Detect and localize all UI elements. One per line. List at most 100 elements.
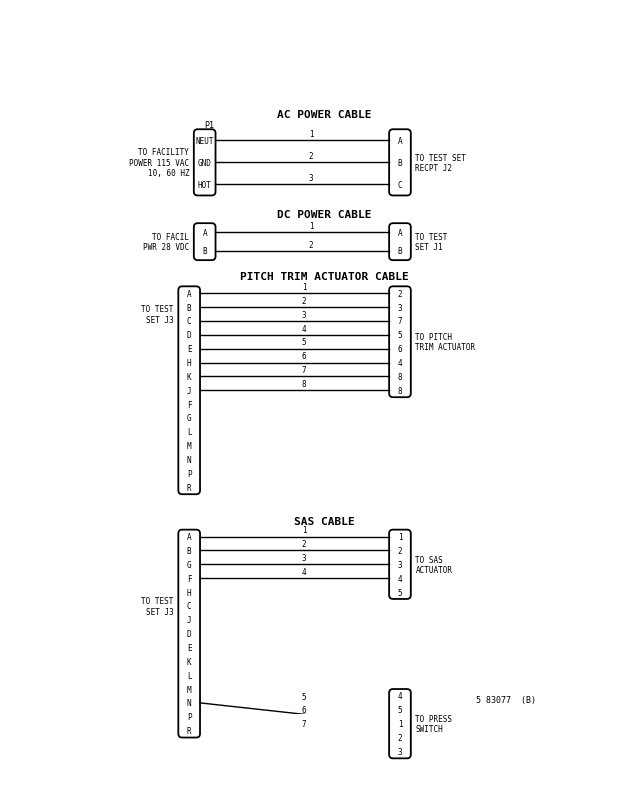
Text: B: B xyxy=(187,303,192,312)
Text: P: P xyxy=(187,469,192,478)
Text: C: C xyxy=(398,180,403,190)
Text: 3: 3 xyxy=(398,747,403,756)
Text: 2: 2 xyxy=(398,290,403,298)
Text: M: M xyxy=(187,442,192,451)
Text: 8: 8 xyxy=(302,379,306,388)
Text: 3: 3 xyxy=(309,174,313,183)
Text: 1: 1 xyxy=(302,525,306,535)
Text: AC POWER CABLE: AC POWER CABLE xyxy=(277,110,372,120)
Text: 7: 7 xyxy=(302,366,306,375)
Text: TO TEST
SET J1: TO TEST SET J1 xyxy=(415,233,448,252)
Text: G: G xyxy=(187,560,192,569)
FancyBboxPatch shape xyxy=(389,689,411,759)
Text: 4: 4 xyxy=(398,691,403,701)
Text: 8: 8 xyxy=(398,372,403,382)
Text: 4: 4 xyxy=(302,567,306,576)
Text: PITCH TRIM ACTUATOR CABLE: PITCH TRIM ACTUATOR CABLE xyxy=(240,272,408,282)
Text: H: H xyxy=(187,588,192,597)
Text: 1: 1 xyxy=(302,282,306,292)
Text: M: M xyxy=(187,685,192,694)
Text: 5: 5 xyxy=(398,331,403,340)
Text: 4: 4 xyxy=(398,358,403,367)
Text: 5: 5 xyxy=(302,691,306,701)
Text: B: B xyxy=(187,546,192,555)
Text: P1: P1 xyxy=(204,121,215,130)
Text: 1: 1 xyxy=(398,533,403,541)
FancyBboxPatch shape xyxy=(194,224,215,261)
FancyBboxPatch shape xyxy=(389,287,411,398)
Text: TO FACILITY
POWER 115 VAC
10, 60 HZ: TO FACILITY POWER 115 VAC 10, 60 HZ xyxy=(129,148,189,178)
Text: A: A xyxy=(398,229,403,237)
Text: K: K xyxy=(187,372,192,382)
Text: D: D xyxy=(187,630,192,638)
Text: A: A xyxy=(398,136,403,146)
Text: 2: 2 xyxy=(302,540,306,549)
Text: SAS CABLE: SAS CABLE xyxy=(294,516,354,526)
Text: GND: GND xyxy=(197,159,211,168)
Text: 4: 4 xyxy=(398,574,403,583)
Text: 3: 3 xyxy=(398,303,403,312)
Text: D: D xyxy=(187,331,192,340)
Text: 7: 7 xyxy=(398,317,403,326)
Text: R: R xyxy=(187,726,192,735)
Text: 7: 7 xyxy=(302,719,306,728)
Text: B: B xyxy=(398,159,403,168)
Text: 8: 8 xyxy=(398,387,403,395)
Text: TO FACIL
PWR 28 VDC: TO FACIL PWR 28 VDC xyxy=(143,233,189,252)
Text: 3: 3 xyxy=(302,553,306,562)
FancyBboxPatch shape xyxy=(389,530,411,599)
Text: E: E xyxy=(187,643,192,652)
Text: 5: 5 xyxy=(398,706,403,715)
Text: 6: 6 xyxy=(302,706,306,715)
Text: 2: 2 xyxy=(309,152,313,161)
Text: F: F xyxy=(187,400,192,409)
Text: HOT: HOT xyxy=(197,180,211,190)
Text: B: B xyxy=(203,247,207,256)
Text: A: A xyxy=(203,229,207,237)
Text: 2: 2 xyxy=(398,733,403,742)
Text: L: L xyxy=(187,670,192,680)
Text: DC POWER CABLE: DC POWER CABLE xyxy=(277,210,372,220)
Text: TO SAS
ACTUATOR: TO SAS ACTUATOR xyxy=(415,555,453,574)
Text: 6: 6 xyxy=(302,352,306,361)
Text: N: N xyxy=(187,699,192,707)
Text: L: L xyxy=(187,427,192,437)
Text: B: B xyxy=(398,247,403,256)
Text: 1: 1 xyxy=(398,719,403,728)
Text: N: N xyxy=(187,456,192,464)
Text: K: K xyxy=(187,657,192,666)
Text: J: J xyxy=(187,387,192,395)
Text: 2: 2 xyxy=(302,297,306,306)
Text: NEUT: NEUT xyxy=(196,136,214,146)
Text: H: H xyxy=(187,358,192,367)
Text: TO TEST SET
RECPT J2: TO TEST SET RECPT J2 xyxy=(415,153,467,173)
Text: TO PRESS
SWITCH: TO PRESS SWITCH xyxy=(415,714,453,734)
Text: A: A xyxy=(187,533,192,541)
Text: 5 83077  (B): 5 83077 (B) xyxy=(477,695,536,704)
FancyBboxPatch shape xyxy=(179,530,200,738)
Text: E: E xyxy=(187,345,192,354)
Text: 1: 1 xyxy=(309,130,313,139)
FancyBboxPatch shape xyxy=(389,224,411,261)
Text: 5: 5 xyxy=(302,338,306,347)
Text: R: R xyxy=(187,483,192,492)
Text: C: C xyxy=(187,317,192,326)
Text: F: F xyxy=(187,574,192,583)
FancyBboxPatch shape xyxy=(179,287,200,495)
FancyBboxPatch shape xyxy=(194,130,215,196)
Text: J: J xyxy=(187,615,192,625)
Text: 1: 1 xyxy=(309,222,313,231)
Text: C: C xyxy=(187,602,192,610)
Text: 4: 4 xyxy=(302,324,306,333)
Text: TO TEST
SET J3: TO TEST SET J3 xyxy=(141,305,173,324)
Text: 6: 6 xyxy=(398,345,403,354)
Text: G: G xyxy=(187,414,192,423)
Text: 2: 2 xyxy=(309,241,313,249)
Text: A: A xyxy=(187,290,192,298)
Text: 2: 2 xyxy=(398,546,403,555)
Text: TO PITCH
TRIM ACTUATOR: TO PITCH TRIM ACTUATOR xyxy=(415,333,475,352)
Text: TO TEST
SET J3: TO TEST SET J3 xyxy=(141,597,173,616)
Text: 3: 3 xyxy=(302,310,306,319)
Text: 5: 5 xyxy=(398,588,403,597)
Text: 3: 3 xyxy=(398,560,403,569)
